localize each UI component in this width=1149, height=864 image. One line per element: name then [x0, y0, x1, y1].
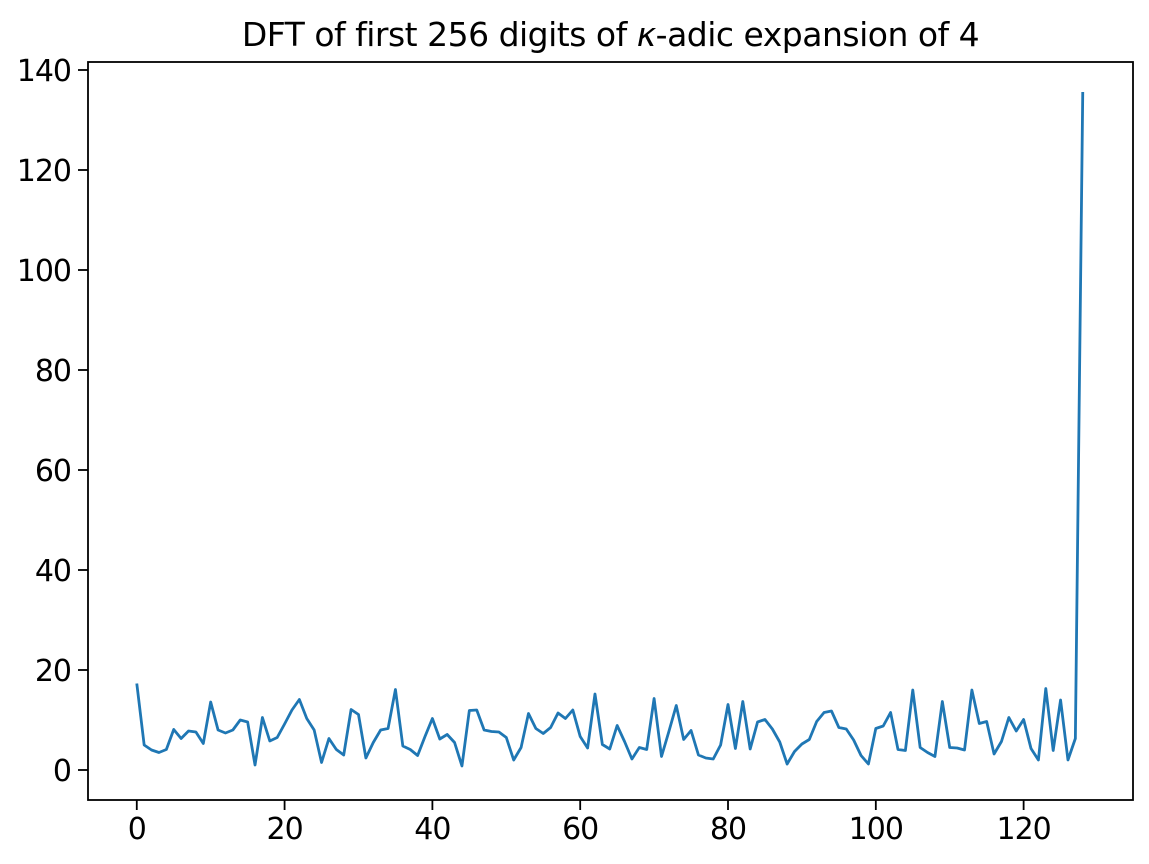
y-axis-ticks: 0 20 40 60 80 100 120 140 — [17, 54, 88, 789]
dft-magnitude-line — [135, 91, 1085, 768]
x-tick-label: 0 — [128, 812, 146, 847]
x-axis-ticks: 0 20 40 60 80 100 120 — [128, 800, 1052, 847]
y-tick-label: 20 — [35, 654, 71, 689]
y-tick-label: 40 — [35, 554, 71, 589]
x-tick-label: 20 — [266, 812, 302, 847]
chart-title: DFT of first 256 digits of κ-adic expans… — [88, 15, 1133, 54]
kappa-symbol: κ — [636, 15, 656, 54]
chart-title-prefix: DFT of first 256 digits of — [241, 15, 637, 54]
y-tick-label: 140 — [17, 54, 71, 89]
y-tick-label: 0 — [53, 754, 71, 789]
y-tick-label: 100 — [17, 254, 71, 289]
y-tick-label: 60 — [35, 454, 71, 489]
axes-frame — [87, 61, 1134, 801]
x-tick-label: 80 — [710, 812, 746, 847]
y-tick-label: 80 — [35, 354, 71, 389]
x-tick-label: 40 — [414, 812, 450, 847]
x-tick-label: 100 — [849, 812, 903, 847]
x-tick-label: 60 — [562, 812, 598, 847]
chart-title-suffix: -adic expansion of 4 — [655, 15, 980, 54]
y-tick-label: 120 — [17, 154, 71, 189]
x-tick-label: 120 — [996, 812, 1050, 847]
